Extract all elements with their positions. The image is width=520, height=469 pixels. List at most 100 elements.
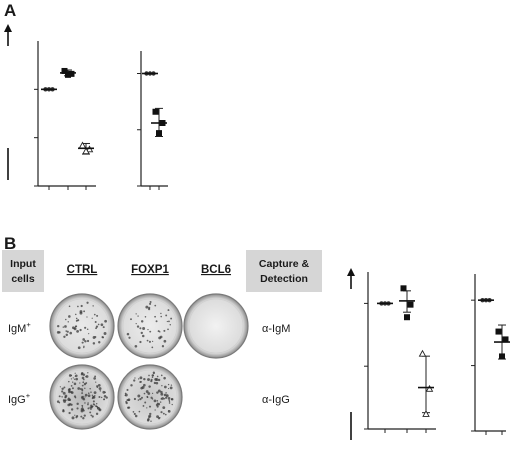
elispot-spot	[165, 392, 167, 394]
input-cells-header-box	[2, 250, 44, 292]
elispot-spot	[100, 396, 103, 399]
elispot-spot	[155, 320, 158, 323]
elispot-spot	[83, 378, 85, 381]
column-header-foxp1: FOXP1	[131, 264, 169, 276]
elispot-spot	[99, 390, 102, 392]
elispot-spot	[79, 388, 82, 391]
elispot-spot	[150, 420, 152, 422]
elispot-spot	[97, 323, 100, 326]
elispot-spot	[148, 405, 152, 408]
elispot-spot	[139, 327, 142, 330]
elispot-spot	[146, 407, 148, 409]
elispot-spot	[153, 372, 155, 375]
elispot-spot	[74, 325, 77, 328]
elispot-spot	[151, 346, 154, 349]
elispot-spot	[98, 387, 102, 391]
elispot-spot	[96, 385, 99, 388]
elispot-spot	[82, 381, 85, 384]
elispot-spot	[64, 399, 67, 402]
data-point-triangle	[425, 384, 434, 392]
elispot-spot	[84, 340, 87, 343]
elispot-spot	[147, 392, 151, 395]
elispot-spot	[153, 381, 157, 385]
elispot-spot	[87, 394, 91, 398]
elispot-spot	[62, 399, 66, 402]
elispot-spot	[168, 402, 171, 404]
elispot-spot	[86, 328, 89, 331]
elispot-spot	[68, 411, 71, 415]
detection-label-igm: α-IgM	[262, 323, 290, 335]
elispot-spot	[70, 403, 73, 406]
elispot-spot	[79, 310, 83, 313]
elispot-spot	[64, 325, 67, 328]
elispot-spot	[133, 412, 136, 416]
elispot-spot	[81, 376, 85, 380]
elispot-spot	[103, 394, 107, 398]
chart-a-igm	[4, 24, 96, 190]
elispot-spot	[89, 387, 91, 390]
detection-label-igg: α-IgG	[262, 394, 290, 406]
elispot-spot	[81, 384, 84, 387]
elispot-spot	[169, 324, 171, 326]
elispot-spot	[79, 382, 81, 384]
elispot-table: Input cells Capture & Detection CTRL FOX…	[2, 250, 322, 430]
capture-header-line1: Capture &	[259, 258, 310, 270]
elispot-spot	[70, 378, 73, 380]
elispot-spot	[135, 313, 137, 315]
elispot-spot	[166, 320, 168, 323]
elispot-spot	[166, 394, 168, 396]
elispot-spot	[80, 304, 83, 308]
elispot-spot	[75, 377, 78, 381]
elispot-spot	[74, 414, 76, 416]
elispot-spot	[76, 329, 79, 333]
elispot-spot	[61, 387, 64, 391]
elispot-spot	[94, 375, 97, 378]
elispot-spot	[84, 326, 87, 329]
elispot-spot	[154, 378, 158, 381]
elispot-spot	[146, 339, 149, 342]
elispot-spot	[56, 324, 60, 328]
elispot-spot	[163, 376, 166, 380]
elispot-spot	[92, 305, 94, 307]
elispot-spot	[102, 336, 104, 339]
elispot-spot	[164, 413, 167, 416]
elispot-spot	[93, 313, 96, 316]
elispot-spot	[94, 335, 97, 338]
row-label-igg: IgG+	[8, 391, 31, 406]
elispot-spot	[91, 415, 94, 418]
elispot-spot	[93, 377, 96, 380]
elispot-spot	[143, 377, 146, 381]
elispot-spot	[134, 414, 138, 418]
data-point-square	[400, 285, 407, 292]
elispot-spot	[137, 394, 141, 398]
elispot-spot	[75, 319, 78, 322]
elispot-spot	[98, 396, 101, 399]
elispot-spot	[76, 402, 79, 406]
elispot-spot	[137, 378, 140, 380]
elispot-spot	[137, 315, 139, 317]
elispot-spot	[70, 385, 73, 387]
column-header-bcl6: BCL6	[201, 264, 231, 276]
elispot-spot	[84, 396, 86, 398]
elispot-spot	[137, 399, 140, 401]
elispot-spot	[140, 331, 143, 335]
data-point-triangle	[82, 147, 90, 155]
elispot-spot	[148, 414, 152, 418]
elispot-spot	[134, 344, 138, 348]
elispot-spot	[128, 336, 131, 339]
elispot-spot	[156, 400, 159, 402]
elispot-spot	[86, 301, 89, 304]
elispot-spot	[98, 408, 102, 412]
elispot-spot	[165, 314, 168, 317]
elispot-spot	[82, 417, 85, 420]
elispot-spot	[81, 406, 84, 408]
elispot-spot	[163, 329, 166, 332]
elispot-spot	[67, 403, 71, 407]
elispot-spot	[102, 390, 106, 394]
elispot-spot	[104, 319, 107, 323]
elispot-spot	[81, 389, 84, 392]
elispot-spot	[133, 379, 136, 382]
elispot-spot	[68, 315, 71, 318]
elispot-spot	[151, 340, 154, 343]
